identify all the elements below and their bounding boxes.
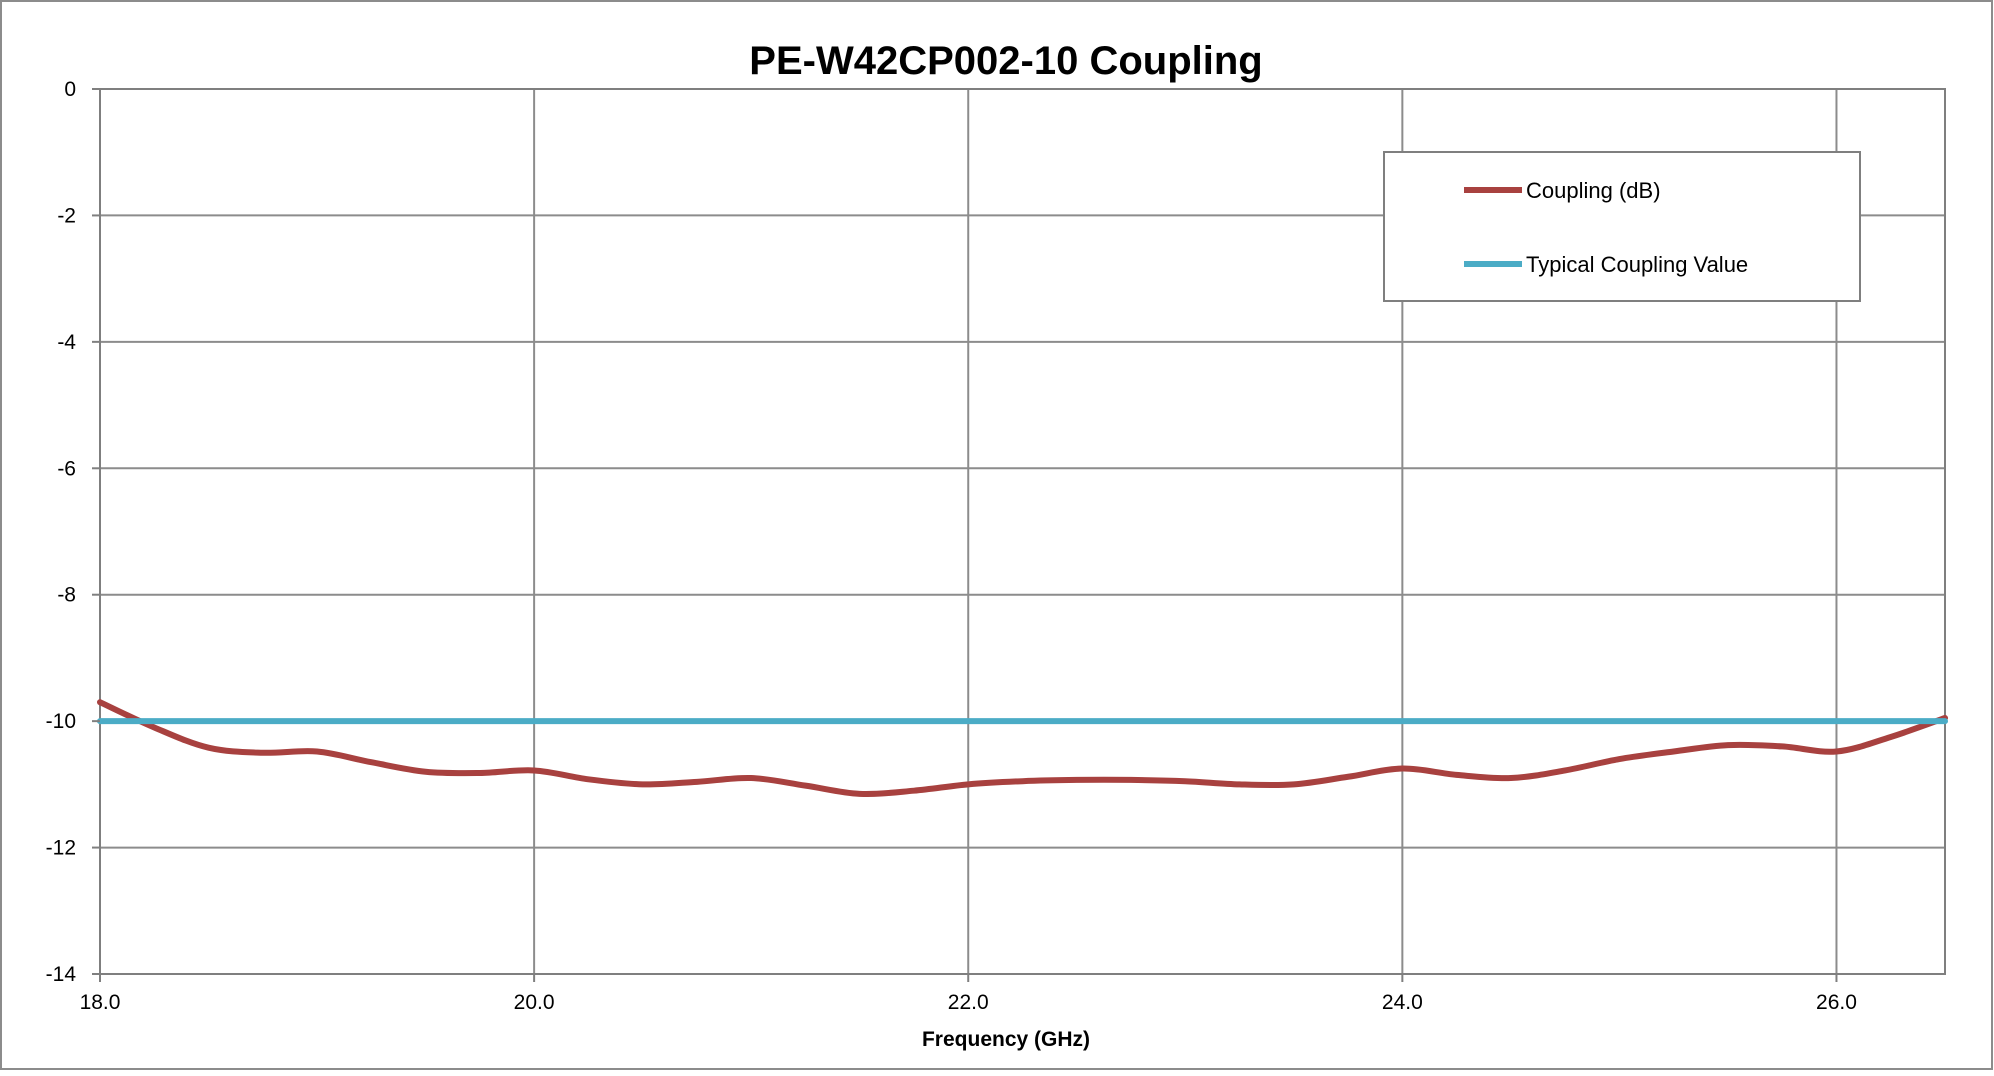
series-layer: [97, 699, 1948, 798]
y-axis-ticks: 0 -2 -4 -6 -8 -10 -12 -14: [46, 78, 100, 986]
y-tick-label: -14: [46, 963, 77, 986]
y-tick-label: -12: [46, 837, 76, 860]
y-tick-label: -8: [57, 584, 76, 607]
x-tick-label: 26.0: [1816, 991, 1857, 1014]
y-tick-label: -2: [57, 204, 76, 227]
x-tick-label: 24.0: [1382, 991, 1423, 1014]
x-tick-label: 20.0: [514, 991, 555, 1014]
y-tick-label: -4: [57, 331, 76, 354]
x-tick-label: 22.0: [948, 991, 989, 1014]
legend-label-typical: Typical Coupling Value: [1526, 252, 1748, 277]
legend-box: [1383, 151, 1861, 302]
y-tick-label: -10: [46, 710, 76, 733]
x-axis-label: Frequency (GHz): [922, 1028, 1090, 1051]
legend-label-coupling: Coupling (dB): [1526, 178, 1661, 203]
y-tick-label: -6: [57, 457, 76, 480]
x-tick-label: 18.0: [80, 991, 121, 1014]
y-tick-label: 0: [64, 78, 76, 101]
chart-title: PE-W42CP002-10 Coupling: [749, 39, 1262, 83]
legend: Coupling (dB) Typical Coupling Value: [1383, 151, 1861, 302]
plot-area-border: [99, 88, 1946, 975]
series-line-coupling: [97, 699, 1948, 798]
x-axis-ticks: 18.0 20.0 22.0 24.0 26.0: [80, 974, 1857, 1014]
